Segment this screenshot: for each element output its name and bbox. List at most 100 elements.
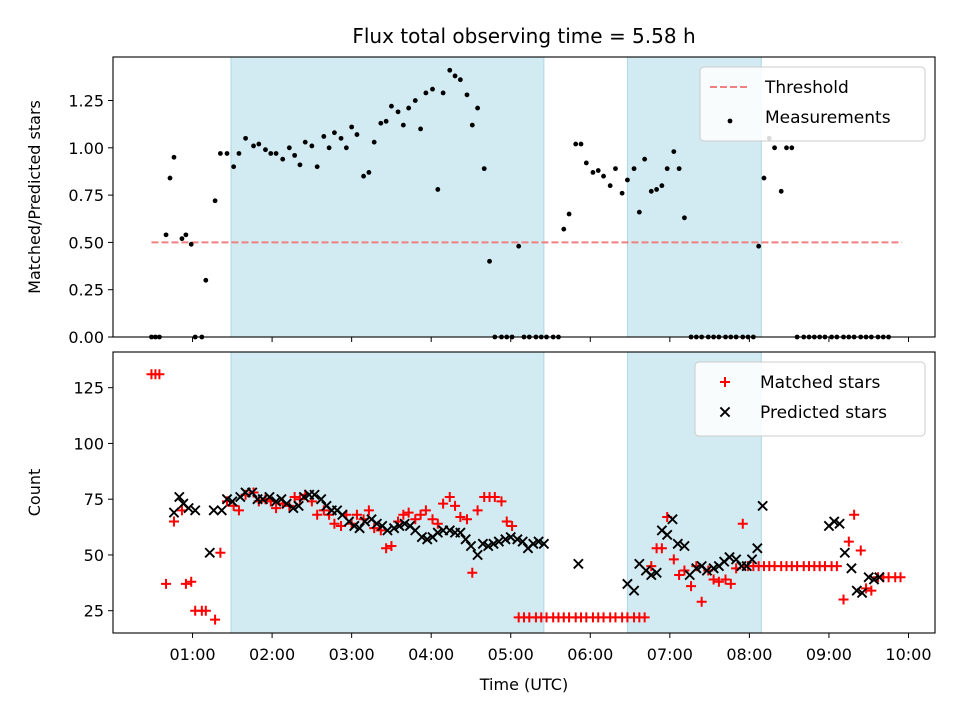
- legend: Matched stars Predicted stars: [694, 361, 926, 437]
- data-point: [215, 547, 226, 558]
- data-point: [868, 574, 880, 585]
- data-point: [849, 509, 860, 520]
- data-point: [668, 554, 679, 565]
- data-point: [595, 168, 601, 173]
- data-point: [656, 543, 667, 554]
- data-point: [855, 545, 866, 556]
- shaded-interval-1: [230, 56, 545, 338]
- data-point: [874, 571, 885, 583]
- data-point: [183, 232, 189, 238]
- data-point: [412, 98, 418, 103]
- data-point: [625, 177, 630, 183]
- data-point: [631, 166, 637, 172]
- data-point: [671, 149, 677, 154]
- data-point: [746, 554, 758, 565]
- data-point: [227, 496, 238, 507]
- data-point: [297, 162, 303, 168]
- x-tick-label: 03:00: [329, 645, 375, 664]
- data-point: [371, 518, 383, 529]
- data-point: [778, 188, 784, 194]
- data-point: [578, 141, 584, 147]
- data-point: [756, 243, 762, 249]
- data-point: [332, 130, 337, 136]
- data-point: [708, 563, 719, 574]
- data-point: [174, 491, 185, 503]
- data-point: [639, 612, 650, 623]
- legend-marker: [720, 377, 730, 387]
- y-tick-label: 100: [73, 434, 104, 453]
- data-point: [839, 547, 851, 558]
- data-point: [674, 570, 685, 581]
- data-point: [421, 534, 433, 545]
- data-point: [461, 514, 472, 525]
- series-predicted-stars: [168, 487, 885, 599]
- data-point: [450, 500, 461, 511]
- data-point: [573, 558, 584, 570]
- data-point: [452, 73, 458, 79]
- data-point: [895, 572, 906, 583]
- data-point: [493, 536, 505, 547]
- legend-box: [699, 66, 926, 142]
- data-point: [224, 151, 230, 156]
- data-point: [354, 132, 360, 137]
- data-point: [418, 126, 423, 132]
- data-point: [386, 541, 397, 552]
- data-point: [863, 571, 874, 583]
- data-point: [496, 496, 507, 507]
- data-point: [538, 538, 550, 550]
- y-tick-label: 0.75: [68, 186, 104, 205]
- data-point: [701, 565, 713, 576]
- data-point: [378, 120, 384, 126]
- data-point: [281, 498, 292, 509]
- data-point: [221, 493, 233, 505]
- data-point: [231, 164, 237, 170]
- data-point: [730, 554, 742, 565]
- data-point: [280, 156, 286, 162]
- data-point: [389, 103, 394, 109]
- data-point: [561, 226, 567, 232]
- data-point: [292, 152, 298, 158]
- data-point: [654, 187, 659, 192]
- data-point: [505, 531, 517, 543]
- y-tick-label: 0.50: [68, 233, 104, 252]
- data-point: [406, 105, 412, 111]
- data-point: [455, 512, 466, 523]
- data-point: [189, 505, 201, 516]
- data-point: [200, 605, 211, 616]
- data-point: [438, 498, 449, 509]
- data-point: [315, 493, 327, 505]
- data-point: [831, 561, 842, 572]
- data-point: [163, 232, 169, 238]
- y-tick-label: 50: [84, 546, 104, 565]
- data-point: [381, 543, 392, 554]
- data-point: [363, 505, 374, 516]
- legend-label: Predicted stars: [760, 403, 887, 423]
- data-point: [583, 160, 589, 166]
- data-point: [613, 166, 618, 172]
- data-point: [264, 491, 275, 503]
- data-point: [298, 491, 310, 503]
- data-point: [415, 509, 426, 520]
- data-point: [427, 514, 438, 525]
- data-point: [636, 209, 642, 215]
- data-point: [784, 145, 789, 151]
- data-point: [256, 141, 262, 147]
- data-point: [246, 487, 258, 498]
- data-point: [351, 509, 362, 520]
- data-point: [236, 151, 242, 156]
- legend-label: Measurements: [765, 108, 891, 128]
- data-point: [371, 139, 377, 145]
- data-point: [293, 500, 304, 512]
- data-point: [321, 134, 327, 139]
- data-point: [472, 505, 483, 516]
- data-point: [217, 151, 223, 156]
- data-point: [410, 514, 421, 525]
- data-point: [312, 509, 323, 520]
- data-point: [318, 505, 329, 516]
- data-point: [500, 534, 511, 545]
- data-point: [329, 518, 340, 529]
- measurements-panel: 0.00 0.25 0.50 0.75 1.00 1.25 Matched/Predicte…: [25, 56, 936, 347]
- x-tick-label: 02:00: [249, 645, 295, 664]
- data-point: [273, 151, 279, 156]
- data-point: [507, 520, 518, 531]
